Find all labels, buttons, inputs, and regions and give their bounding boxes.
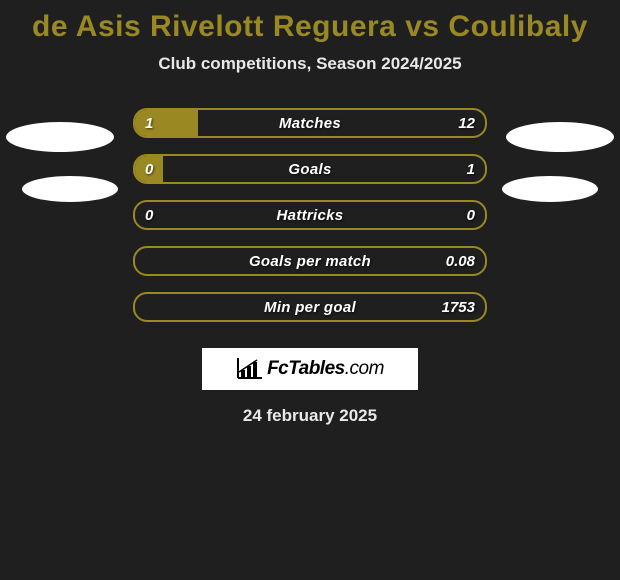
stat-label: Goals per match xyxy=(135,248,485,274)
comparison-infographic: de Asis Rivelott Reguera vs Coulibaly Cl… xyxy=(0,0,620,580)
stat-label: Goals xyxy=(135,156,485,182)
stat-value-left: 0 xyxy=(135,156,163,182)
stat-row: Goals0 1 xyxy=(0,146,620,192)
logo-domain: .com xyxy=(345,358,384,379)
stat-row: Goals per match0.08 xyxy=(0,238,620,284)
stat-row: Min per goal1753 xyxy=(0,284,620,330)
stat-bar: Matches1 12 xyxy=(133,108,487,138)
stat-rows: Matches112Goals01Hattricks00Goals per ma… xyxy=(0,100,620,330)
bar-chart-icon xyxy=(236,358,262,380)
stat-row: Matches1 12 xyxy=(0,100,620,146)
stat-value-left xyxy=(135,248,155,274)
stat-row: Hattricks0 0 xyxy=(0,192,620,238)
page-subtitle: Club competitions, Season 2024/2025 xyxy=(0,54,620,74)
stat-value-right: 0.08 xyxy=(436,248,485,274)
stat-value-right: 0 xyxy=(457,202,485,228)
stat-bar: Goals per match0.08 xyxy=(133,246,487,276)
stat-value-left: 0 xyxy=(135,202,163,228)
logo-brand: FcTables xyxy=(267,358,345,379)
stat-value-left: 1 xyxy=(135,110,163,136)
stat-bar: Hattricks0 0 xyxy=(133,200,487,230)
date-label: 24 february 2025 xyxy=(0,406,620,426)
stat-value-right: 1753 xyxy=(432,294,485,320)
stat-value-right: 1 xyxy=(457,156,485,182)
stat-value-left xyxy=(135,294,155,320)
stat-label: Matches xyxy=(135,110,485,136)
stat-value-right: 12 xyxy=(448,110,485,136)
source-logo: FcTables.com xyxy=(202,348,418,390)
stat-label: Hattricks xyxy=(135,202,485,228)
logo-text: FcTables.com xyxy=(267,358,384,380)
stat-bar: Goals0 1 xyxy=(133,154,487,184)
stat-bar: Min per goal1753 xyxy=(133,292,487,322)
page-title: de Asis Rivelott Reguera vs Coulibaly xyxy=(0,0,620,44)
